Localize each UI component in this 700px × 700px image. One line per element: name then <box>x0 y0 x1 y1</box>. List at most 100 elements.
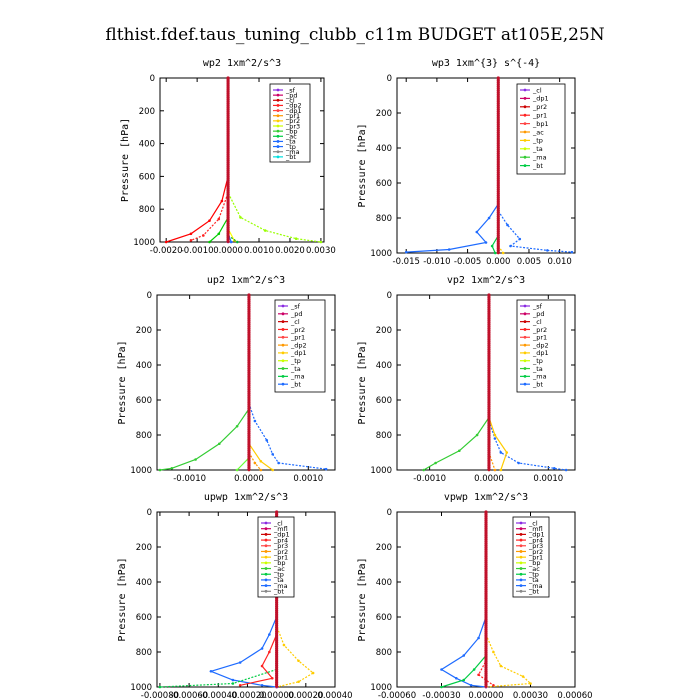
legend-label: _pr4 <box>528 536 543 544</box>
legend-marker <box>281 351 285 355</box>
legend-marker <box>264 561 268 565</box>
series-point <box>294 237 298 241</box>
legend-marker <box>276 88 280 92</box>
legend-marker <box>276 109 280 112</box>
legend-label: _pr1 <box>532 334 547 342</box>
legend-marker <box>281 320 285 324</box>
series-point <box>518 237 522 241</box>
series-point <box>492 650 495 654</box>
legend-label: _ta <box>532 365 543 373</box>
y-tick-label: 1000 <box>133 238 155 248</box>
legend-marker <box>276 114 280 118</box>
legend-marker <box>276 129 280 133</box>
legend-label: _ma <box>285 148 300 156</box>
legend-marker <box>264 578 268 582</box>
legend-label: _pr2 <box>290 326 305 334</box>
y-tick-label: 200 <box>376 109 392 119</box>
legend-label: _tp <box>532 137 543 145</box>
panel-title: vp2 1xm^2/s^3 <box>447 275 525 286</box>
series-point <box>170 466 174 470</box>
series-point <box>229 240 233 244</box>
plot-frame <box>156 511 336 688</box>
legend-label: _pr2 <box>273 548 288 556</box>
series-point <box>209 669 213 673</box>
series-point <box>297 659 300 663</box>
legend-marker <box>523 164 527 168</box>
y-tick-label: 800 <box>136 431 152 441</box>
legend-label: _sf <box>532 302 543 310</box>
series-point <box>238 683 242 687</box>
series-point <box>492 683 495 687</box>
legend-label: _pr3 <box>273 542 288 550</box>
series-point <box>487 216 491 220</box>
y-tick-label: 400 <box>136 578 152 588</box>
legend-marker <box>276 134 280 138</box>
x-tick-label: 0.0000 <box>213 246 243 256</box>
series-point <box>499 664 503 668</box>
legend-marker <box>276 93 280 97</box>
legend-label: _bp <box>528 559 541 567</box>
legend-marker <box>264 589 268 593</box>
series-point <box>472 668 476 671</box>
legend-label: _pd <box>285 91 298 99</box>
series-point <box>493 433 497 437</box>
legend-marker <box>276 155 280 159</box>
legend-marker <box>276 98 280 102</box>
legend-label: _dp1 <box>528 531 545 539</box>
series-point <box>260 664 264 668</box>
series-point <box>189 239 193 242</box>
chart-panel-5: upwp 1xm^2/s^3 Pressure [hPa] 0 200 400 600 80… <box>117 492 353 700</box>
x-tick-label: -0.0010 <box>413 474 446 484</box>
legend-label: _pr2 <box>528 548 543 556</box>
series-point <box>164 240 168 244</box>
series-point <box>529 682 532 685</box>
legend-marker <box>281 382 285 386</box>
x-tick-label: 0.00060 <box>557 691 592 700</box>
legend-marker <box>523 130 527 134</box>
y-axis-label: Pressure [hPa] <box>120 118 131 202</box>
y-tick-label: 0 <box>387 74 392 84</box>
series-point <box>493 468 497 472</box>
legend-label: _cl <box>532 86 542 94</box>
y-tick-label: 400 <box>376 578 392 588</box>
series-point <box>235 424 239 428</box>
legend-label: _cl <box>285 97 295 105</box>
y-tick-label: 0 <box>147 508 152 518</box>
legend-label: _pr1 <box>285 112 300 120</box>
x-tick-label: 0.010 <box>547 257 571 267</box>
panel-title: vpwp 1xm^2/s^3 <box>444 492 528 503</box>
series-line-ac <box>227 78 238 243</box>
series-point <box>475 230 479 234</box>
legend-marker <box>523 320 527 324</box>
y-tick-label: 600 <box>376 396 392 406</box>
y-axis-label: Pressure [hPa] <box>357 340 368 424</box>
series-line-dp1 <box>159 295 250 471</box>
series-line-bp <box>441 512 487 688</box>
legend-marker <box>523 343 527 347</box>
chart-panel-1: wp2 1xm^2/s^3 Pressure [hPa] 0 200 400 600 800… <box>120 58 336 256</box>
x-tick-label: 0.00030 <box>513 691 548 700</box>
series-point <box>311 671 315 675</box>
series-point <box>440 685 443 689</box>
series-point <box>259 459 263 463</box>
x-tick-label: -0.00040 <box>199 691 237 700</box>
legend-label: _ta <box>273 576 284 584</box>
series-point <box>271 452 275 456</box>
series-point <box>493 251 497 255</box>
legend-label: _ac <box>532 128 544 136</box>
x-tick-label: 0.00000 <box>259 691 294 700</box>
legend-label: _pr2 <box>532 326 547 334</box>
x-tick-label: -0.00060 <box>378 691 416 700</box>
y-tick-label: 400 <box>376 361 392 371</box>
x-tick-label: -0.0010 <box>173 474 206 484</box>
legend-label: _ac <box>528 565 540 573</box>
plot-frame <box>396 77 576 254</box>
x-tick-label: 0.00040 <box>317 691 352 700</box>
legend-label: _pr1 <box>528 553 543 561</box>
legend-marker <box>281 374 285 378</box>
y-tick-label: 1000 <box>370 683 392 693</box>
series-point <box>263 229 267 232</box>
series-point <box>447 248 451 251</box>
series-point <box>484 241 488 244</box>
